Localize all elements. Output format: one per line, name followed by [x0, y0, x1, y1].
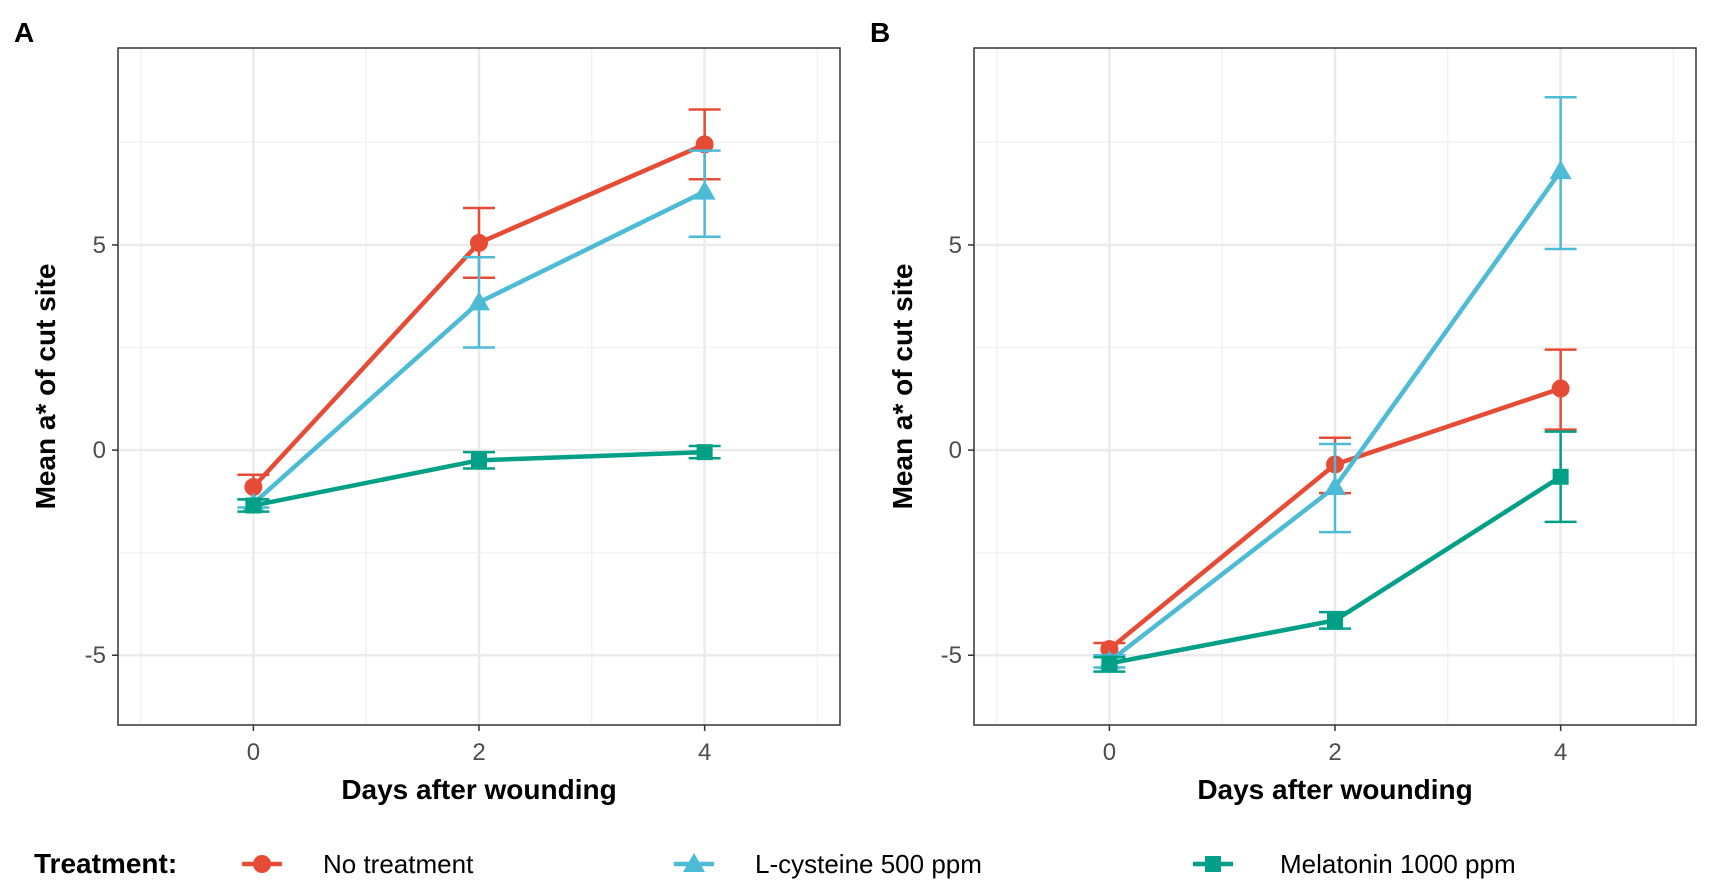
- data-point: [1549, 160, 1572, 180]
- panel-letter: A: [14, 17, 34, 48]
- panel-letter: B: [870, 17, 890, 48]
- data-point: [471, 452, 487, 469]
- panel-a: A -5 0 5 0 2 4 Days after wounding Mean a* of cu…: [14, 17, 841, 805]
- legend-item: No treatment: [242, 849, 474, 879]
- legend-item: Melatonin 1000 ppm: [1193, 849, 1516, 879]
- data-point: [245, 497, 262, 514]
- data-point: [1552, 468, 1569, 485]
- legend-label: L-cysteine 500 ppm: [755, 849, 982, 879]
- legend-key-marker: [683, 853, 705, 872]
- y-axis-title: Mean a* of cut site: [887, 264, 918, 510]
- series-l-cysteine-500-ppm: [1093, 95, 1577, 670]
- y-tick-label: 5: [949, 232, 962, 259]
- x-tick-label: 2: [472, 739, 485, 766]
- data-point: [1100, 640, 1119, 659]
- x-tick-label: 0: [1103, 739, 1116, 766]
- series-melatonin-1000-ppm: [1093, 430, 1577, 673]
- legend-label: No treatment: [323, 849, 474, 879]
- data-point: [470, 233, 488, 252]
- data-point: [244, 478, 263, 497]
- data-point: [696, 444, 713, 461]
- legend-title: Treatment:: [34, 848, 177, 879]
- x-tick-label: 0: [247, 739, 260, 766]
- y-tick-label: 0: [93, 437, 106, 464]
- y-axis-title: Mean a* of cut site: [30, 264, 61, 510]
- x-tick-label: 4: [1554, 739, 1567, 766]
- data-point: [1551, 379, 1570, 398]
- legend-key-marker: [1205, 856, 1221, 872]
- series-melatonin-1000-ppm: [237, 444, 721, 514]
- x-axis-title: Days after wounding: [1197, 774, 1472, 805]
- x-axis-title: Days after wounding: [341, 774, 616, 805]
- data-point: [693, 180, 716, 200]
- y-tick-label: 0: [949, 437, 962, 464]
- x-tick-label: 4: [698, 739, 711, 766]
- data-point: [1101, 655, 1118, 672]
- panel-b: B -5 0 5 0 2 4 Days after wounding Mean a* of cu…: [870, 17, 1697, 805]
- legend-item: L-cysteine 500 ppm: [674, 849, 982, 879]
- y-tick-label: -5: [85, 642, 106, 669]
- legend: Treatment: No treatment L-cysteine 500 ppm…: [34, 848, 1516, 879]
- x-tick-label: 2: [1328, 739, 1341, 766]
- legend-label: Melatonin 1000 ppm: [1280, 849, 1516, 879]
- data-point: [1327, 612, 1343, 629]
- y-tick-label: 5: [93, 232, 106, 259]
- y-tick-label: -5: [941, 642, 962, 669]
- data-point: [695, 135, 714, 154]
- data-point: [468, 291, 490, 311]
- data-point: [1324, 476, 1346, 496]
- legend-key-marker: [253, 855, 271, 873]
